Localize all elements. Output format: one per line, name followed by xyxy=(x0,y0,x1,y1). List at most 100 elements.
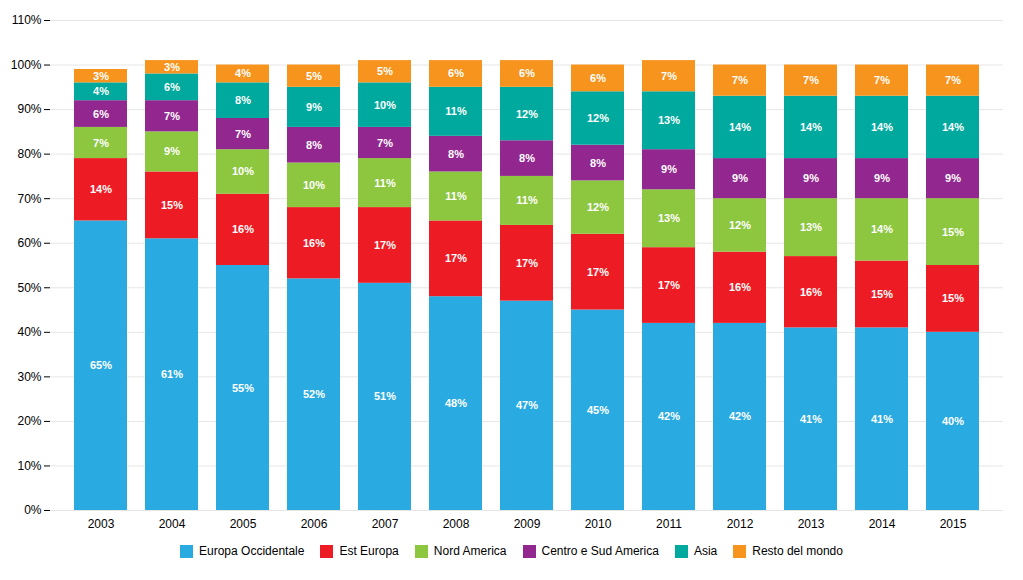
svg-text:7%: 7% xyxy=(235,128,251,140)
svg-text:2012: 2012 xyxy=(727,517,754,531)
svg-text:8%: 8% xyxy=(448,148,464,160)
svg-text:14%: 14% xyxy=(871,223,893,235)
svg-text:20%: 20% xyxy=(17,414,41,428)
svg-text:41%: 41% xyxy=(800,413,822,425)
svg-text:6%: 6% xyxy=(590,72,606,84)
svg-text:17%: 17% xyxy=(445,252,467,264)
svg-text:55%: 55% xyxy=(232,382,254,394)
svg-text:8%: 8% xyxy=(306,139,322,151)
svg-text:14%: 14% xyxy=(729,121,751,133)
svg-text:4%: 4% xyxy=(235,67,251,79)
svg-text:2008: 2008 xyxy=(443,517,470,531)
svg-text:2009: 2009 xyxy=(514,517,541,531)
svg-text:7%: 7% xyxy=(945,74,961,86)
svg-text:2015: 2015 xyxy=(940,517,967,531)
svg-text:2005: 2005 xyxy=(230,517,257,531)
svg-text:15%: 15% xyxy=(871,288,893,300)
svg-text:50%: 50% xyxy=(17,281,41,295)
svg-text:4%: 4% xyxy=(93,85,109,97)
svg-text:9%: 9% xyxy=(732,172,748,184)
svg-text:7%: 7% xyxy=(661,70,677,82)
svg-text:52%: 52% xyxy=(303,388,325,400)
svg-text:7%: 7% xyxy=(377,137,393,149)
svg-text:65%: 65% xyxy=(90,359,112,371)
svg-text:80%: 80% xyxy=(17,147,41,161)
svg-text:7%: 7% xyxy=(93,137,109,149)
svg-text:15%: 15% xyxy=(942,292,964,304)
svg-text:2004: 2004 xyxy=(159,517,186,531)
svg-text:42%: 42% xyxy=(729,410,751,422)
svg-text:9%: 9% xyxy=(803,172,819,184)
svg-text:5%: 5% xyxy=(377,65,393,77)
svg-text:7%: 7% xyxy=(803,74,819,86)
svg-text:8%: 8% xyxy=(519,152,535,164)
svg-text:13%: 13% xyxy=(658,114,680,126)
svg-text:3%: 3% xyxy=(93,70,109,82)
svg-text:110%: 110% xyxy=(12,13,42,27)
svg-text:10%: 10% xyxy=(374,99,396,111)
svg-text:6%: 6% xyxy=(93,108,109,120)
svg-text:40%: 40% xyxy=(942,415,964,427)
svg-text:14%: 14% xyxy=(800,121,822,133)
svg-text:8%: 8% xyxy=(590,157,606,169)
svg-text:2014: 2014 xyxy=(869,517,896,531)
svg-text:8%: 8% xyxy=(235,94,251,106)
svg-text:14%: 14% xyxy=(871,121,893,133)
svg-text:13%: 13% xyxy=(800,221,822,233)
svg-text:6%: 6% xyxy=(519,67,535,79)
svg-text:60%: 60% xyxy=(17,236,41,250)
svg-text:9%: 9% xyxy=(874,172,890,184)
svg-text:3%: 3% xyxy=(164,61,180,73)
svg-text:12%: 12% xyxy=(587,112,609,124)
svg-text:15%: 15% xyxy=(161,199,183,211)
svg-text:5%: 5% xyxy=(306,70,322,82)
svg-text:48%: 48% xyxy=(445,397,467,409)
svg-text:6%: 6% xyxy=(448,67,464,79)
svg-text:0%: 0% xyxy=(24,503,42,517)
svg-text:47%: 47% xyxy=(516,399,538,411)
svg-text:2003: 2003 xyxy=(88,517,115,531)
svg-text:45%: 45% xyxy=(587,404,609,416)
svg-text:14%: 14% xyxy=(90,183,112,195)
svg-text:16%: 16% xyxy=(800,286,822,298)
svg-text:17%: 17% xyxy=(658,279,680,291)
svg-text:61%: 61% xyxy=(161,368,183,380)
svg-text:10%: 10% xyxy=(17,459,41,473)
svg-text:12%: 12% xyxy=(729,219,751,231)
svg-text:2010: 2010 xyxy=(585,517,612,531)
svg-text:2006: 2006 xyxy=(301,517,328,531)
svg-text:9%: 9% xyxy=(164,145,180,157)
svg-text:17%: 17% xyxy=(516,257,538,269)
svg-text:13%: 13% xyxy=(658,212,680,224)
svg-text:11%: 11% xyxy=(445,105,467,117)
svg-text:17%: 17% xyxy=(374,239,396,251)
svg-text:14%: 14% xyxy=(942,121,964,133)
svg-text:16%: 16% xyxy=(303,237,325,249)
svg-text:51%: 51% xyxy=(374,390,396,402)
svg-text:7%: 7% xyxy=(874,74,890,86)
svg-text:7%: 7% xyxy=(164,110,180,122)
svg-text:42%: 42% xyxy=(658,410,680,422)
svg-text:11%: 11% xyxy=(516,194,538,206)
svg-text:90%: 90% xyxy=(17,102,41,116)
svg-text:15%: 15% xyxy=(942,226,964,238)
svg-text:2011: 2011 xyxy=(656,517,682,531)
svg-text:12%: 12% xyxy=(516,108,538,120)
svg-text:7%: 7% xyxy=(732,74,748,86)
svg-text:100%: 100% xyxy=(11,58,42,72)
svg-text:2007: 2007 xyxy=(372,517,399,531)
svg-text:11%: 11% xyxy=(374,177,396,189)
svg-text:12%: 12% xyxy=(587,201,609,213)
svg-text:2013: 2013 xyxy=(798,517,825,531)
svg-text:40%: 40% xyxy=(17,325,41,339)
svg-text:17%: 17% xyxy=(587,266,609,278)
svg-text:9%: 9% xyxy=(945,172,961,184)
svg-text:16%: 16% xyxy=(729,281,751,293)
svg-text:30%: 30% xyxy=(17,370,41,384)
svg-text:11%: 11% xyxy=(445,190,467,202)
svg-text:10%: 10% xyxy=(232,165,254,177)
svg-text:10%: 10% xyxy=(303,179,325,191)
svg-text:41%: 41% xyxy=(871,413,893,425)
svg-text:9%: 9% xyxy=(661,163,677,175)
svg-text:9%: 9% xyxy=(306,101,322,113)
